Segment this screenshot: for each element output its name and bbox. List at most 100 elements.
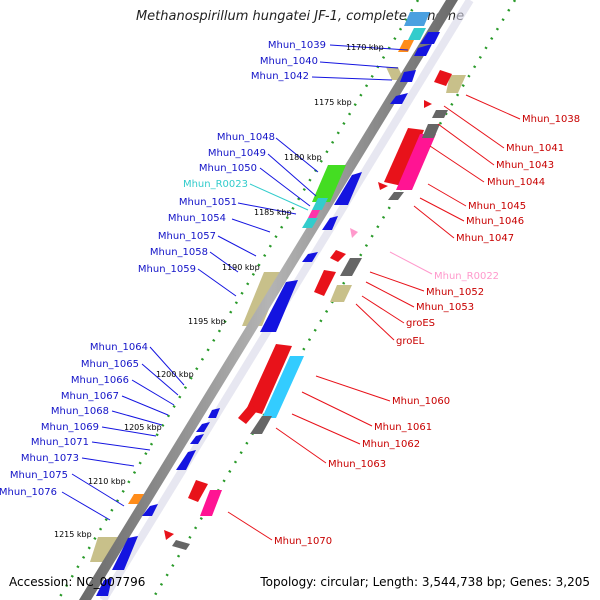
gene-label: Mhun_1062 (362, 439, 420, 450)
leader-line-rna-right (389, 251, 433, 275)
gray-gene (432, 110, 448, 118)
gene-label: Mhun_1071 (31, 437, 89, 448)
cyan-gene (302, 218, 318, 228)
reverse-gene (302, 252, 318, 262)
gc-bar (330, 285, 352, 302)
tick-label: 1185 kbp (254, 208, 292, 217)
gray-gene (340, 258, 362, 276)
forward-gene (378, 182, 388, 190)
right-gene-labels: Mhun_1038 Mhun_1041 Mhun_1043 Mhun_1044 … (274, 114, 580, 547)
forward-gene (434, 70, 452, 86)
gene-label: Mhun_1067 (61, 391, 119, 402)
gene-label: Mhun_1050 (199, 163, 257, 174)
tick-label: 1200 kbp (156, 370, 194, 379)
tick-labels: 1170 kbp 1175 kbp 1180 kbp 1185 kbp 1190… (54, 43, 384, 539)
gene-label: Mhun_1052 (426, 287, 484, 298)
gene-label: Mhun_1051 (179, 197, 237, 208)
gene-label: Mhun_1054 (168, 213, 226, 224)
forward-gene (188, 480, 208, 502)
gene-label: groES (406, 318, 435, 329)
gene-label: Mhun_1075 (10, 470, 68, 481)
rrna-marker (350, 228, 358, 238)
right-leader-lines (227, 94, 521, 541)
gene-label: Mhun_1073 (21, 453, 79, 464)
gene-label: Mhun_R0023 (183, 179, 248, 190)
forward-gene (246, 344, 292, 414)
reverse-gene (208, 408, 220, 418)
accession-text: Accession: NC_007796 (9, 575, 146, 589)
forward-gene (330, 250, 346, 262)
gray-gene (250, 416, 272, 434)
reverse-gene (420, 32, 440, 44)
forward-gene (238, 404, 258, 424)
reverse-gene (390, 93, 408, 104)
left-tick-track (56, 0, 420, 600)
reverse-gene (190, 434, 204, 444)
topology-text: Topology: circular; Length: 3,544,738 bp… (260, 575, 590, 589)
gene-label: Mhun_1039 (268, 40, 326, 51)
gene-label: Mhun_1038 (522, 114, 580, 125)
gc-bar (446, 75, 466, 93)
gene-label: Mhun_1065 (81, 359, 139, 370)
gene-label: Mhun_1041 (506, 143, 564, 154)
tick-label: 1215 kbp (54, 530, 92, 539)
gene-label: Mhun_R0022 (434, 271, 499, 282)
reverse-gene (414, 44, 432, 56)
cyan-gene (404, 12, 430, 26)
gene-label: Mhun_1057 (158, 231, 216, 242)
cyan-gene (312, 198, 328, 210)
gene-label: Mhun_1068 (51, 406, 109, 417)
cyan-gene (408, 28, 426, 40)
leader-line-rna (249, 183, 309, 211)
reverse-gene (196, 422, 210, 432)
gray-gene (388, 192, 404, 200)
tick-label: 1180 kbp (284, 153, 322, 162)
gc-bar (90, 537, 118, 562)
left-gene-labels: Mhun_1039 Mhun_1040 Mhun_1042 Mhun_1048 … (0, 40, 326, 498)
gene-label: Mhun_1064 (90, 342, 148, 353)
reverse-gene (322, 216, 338, 230)
gene-label: Mhun_1046 (466, 216, 524, 227)
gene-label: Mhun_1076 (0, 487, 57, 498)
gene-label: Mhun_1063 (328, 459, 386, 470)
forward-strand-genes (164, 70, 452, 550)
gene-label: Mhun_1069 (41, 422, 99, 433)
reverse-gene (400, 70, 416, 82)
gray-gene (422, 124, 440, 138)
tick-label: 1195 kbp (188, 317, 226, 326)
tick-label: 1170 kbp (346, 43, 384, 52)
gene-label: Mhun_1066 (71, 375, 129, 386)
gene-label: Mhun_1042 (251, 71, 309, 82)
gene-label: Mhun_1070 (274, 536, 332, 547)
gene-label: Mhun_1045 (468, 201, 526, 212)
left-features (128, 12, 430, 504)
orange-gene (128, 494, 144, 504)
genome-backbone (79, 0, 458, 600)
gene-label: Mhun_1059 (138, 264, 196, 275)
rrna-gene (396, 134, 436, 190)
forward-gene (384, 128, 424, 186)
tick-label: 1190 kbp (222, 263, 260, 272)
reverse-gene (260, 280, 298, 332)
reverse-strand-genes (96, 32, 440, 596)
green-gene (312, 165, 346, 202)
gene-label: Mhun_1047 (456, 233, 514, 244)
forward-gene (314, 270, 336, 296)
reverse-gene (334, 172, 362, 205)
reverse-gene (96, 578, 112, 596)
gene-label: Mhun_1040 (260, 56, 318, 67)
forward-gene (424, 100, 432, 108)
gene-label: Mhun_1053 (416, 302, 474, 313)
forward-gene (164, 530, 174, 540)
tick-label: 1175 kbp (314, 98, 352, 107)
tick-label: 1210 kbp (88, 477, 126, 486)
tick-label: 1205 kbp (124, 423, 162, 432)
gene-label: Mhun_1061 (374, 422, 432, 433)
reverse-gene (112, 536, 138, 570)
gene-label: Mhun_1044 (487, 177, 545, 188)
rrna-gene (200, 490, 222, 516)
trna-gene (262, 356, 304, 418)
gray-gene (172, 540, 190, 550)
